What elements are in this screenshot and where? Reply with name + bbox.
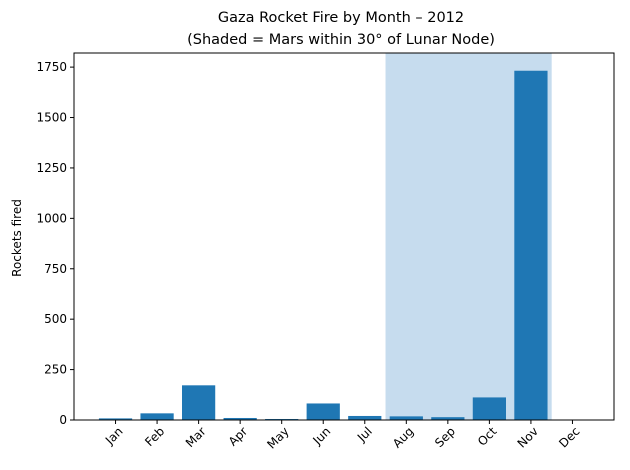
y-tick-label: 1750 [36,60,67,74]
y-tick-label: 1000 [36,211,67,225]
y-tick-label: 750 [44,262,67,276]
x-tick-label-feb: Feb [142,424,167,449]
bar-jan [98,418,133,420]
bar-jul [348,415,382,420]
y-tick-label: 0 [59,413,67,427]
x-tick-label-oct: Oct [475,424,500,449]
bar-jun [306,403,340,420]
x-tick-label-apr: Apr [226,424,251,449]
x-tick-label-sep: Sep [432,424,458,450]
x-tick-label-jul: Jul [354,424,375,445]
x-tick-label-aug: Aug [390,424,416,450]
bar-apr [223,417,257,420]
y-tick-label: 250 [44,363,67,377]
bar-mar [182,385,216,420]
bar-nov [514,70,548,420]
y-tick-label: 1250 [36,161,67,175]
y-tick-label: 1500 [36,111,67,125]
x-tick-label-may: May [264,424,291,451]
bar-may [265,418,299,420]
x-tick-label-dec: Dec [556,424,582,450]
x-tick-label-jan: Jan [102,424,126,448]
bar-oct [472,397,506,420]
bar-sep [431,417,465,420]
x-tick-label-jun: Jun [309,424,333,448]
chart-title: Gaza Rocket Fire by Month – 2012 [218,10,464,26]
chart-subtitle: (Shaded = Mars within 30° of Lunar Node) [187,32,495,48]
x-tick-label-nov: Nov [515,424,541,450]
plot-frame [73,52,615,421]
bar-aug [389,416,423,420]
bar-feb [140,413,174,420]
x-tick-label-mar: Mar [183,424,209,450]
y-tick-label: 500 [44,312,67,326]
y-axis-label: Rockets fired [10,199,24,277]
